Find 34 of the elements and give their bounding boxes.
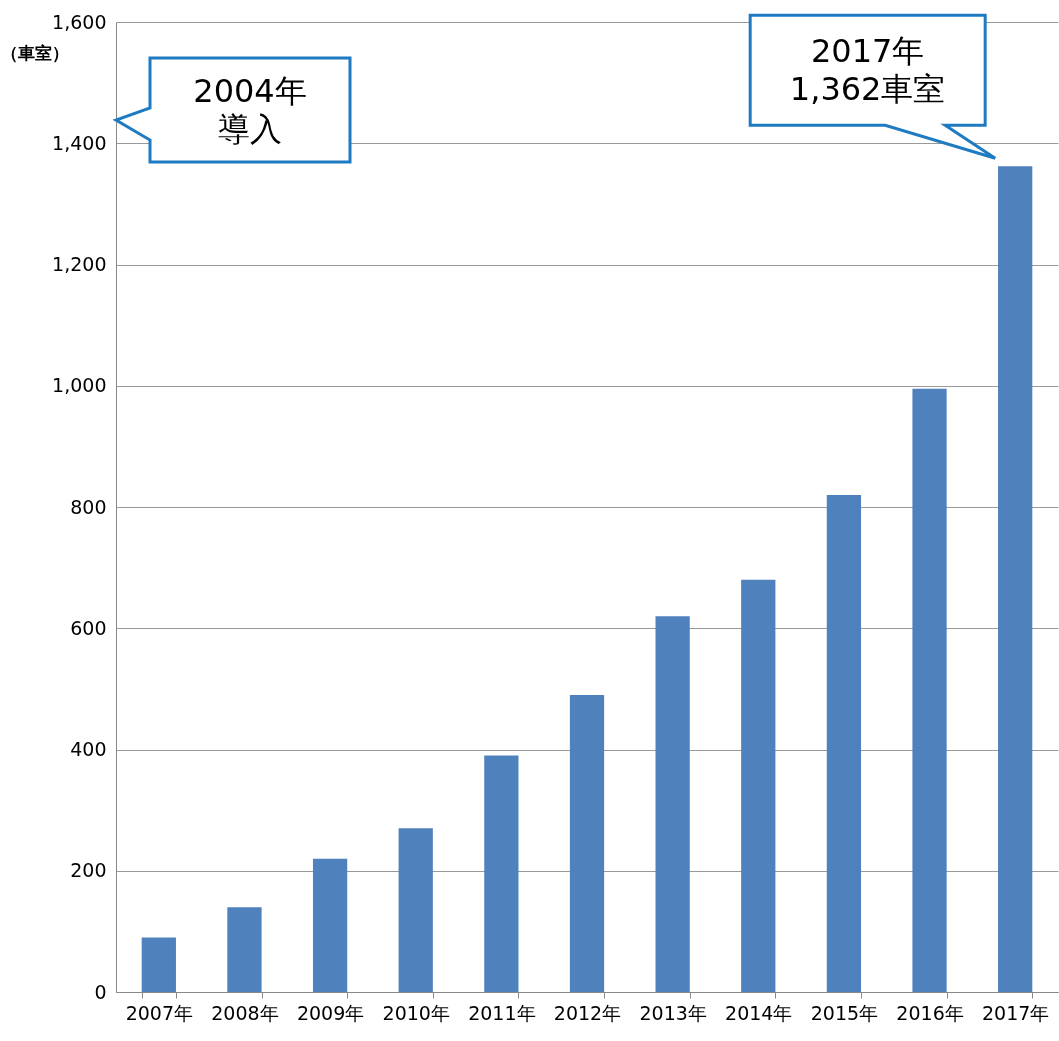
- x-tick-label: 2012年: [553, 1001, 622, 1024]
- y-tick-label: 1,000: [52, 374, 107, 397]
- x-tick-label: 2017年: [982, 1001, 1050, 1024]
- bar: [569, 694, 605, 992]
- y-tick-label: 1,400: [52, 131, 107, 154]
- bar: [826, 494, 862, 992]
- bar: [141, 937, 176, 992]
- bar: [998, 166, 1033, 992]
- x-tick-label: 2010年: [382, 1001, 450, 1024]
- bar: [741, 579, 776, 992]
- bar: [484, 755, 519, 992]
- x-tick-label: 2008年: [211, 1001, 279, 1024]
- x-tick-label: 2013年: [639, 1001, 707, 1024]
- annotation: 2004年導入: [192, 72, 308, 148]
- x-tick-label: 2009年: [296, 1001, 365, 1024]
- x-tick-label: 2016年: [896, 1001, 964, 1024]
- x-tick-label: 2011年: [468, 1001, 536, 1024]
- y-tick-label: 600: [70, 616, 107, 639]
- x-tick-label: 2007年: [125, 1001, 193, 1024]
- bar: [398, 828, 433, 992]
- annotation: 2017年 1,362車室: [788, 32, 947, 109]
- bar: [227, 907, 262, 992]
- y-tick-label: 1,200: [52, 253, 107, 275]
- bar: [655, 616, 690, 992]
- bar: [912, 388, 947, 992]
- y-tick-label: 200: [70, 859, 107, 882]
- y-axis-title: （車室）: [0, 42, 69, 63]
- x-tick-label: 2014年: [725, 1001, 793, 1024]
- y-tick-label: 0: [94, 980, 107, 1003]
- y-tick-label: 400: [70, 738, 107, 760]
- x-tick-label: 2015年: [810, 1001, 879, 1024]
- y-tick-label: 800: [70, 495, 107, 518]
- bar: [312, 858, 348, 992]
- y-tick-label: 1,600: [52, 10, 107, 33]
